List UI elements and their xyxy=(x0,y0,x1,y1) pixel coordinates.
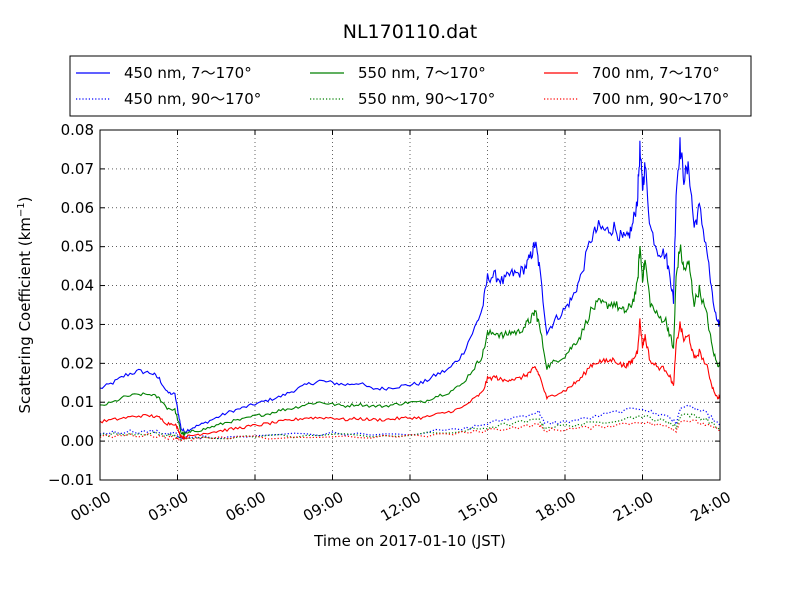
x-tick-label: 15:00 xyxy=(455,488,501,525)
y-tick-label: 0.00 xyxy=(61,432,94,450)
legend-label-0: 450 nm, 7～170° xyxy=(124,64,252,82)
x-tick-label: 03:00 xyxy=(145,488,191,525)
y-tick-label: 0.04 xyxy=(61,277,94,295)
x-tick-label: 24:00 xyxy=(688,488,734,525)
series-line-5 xyxy=(99,419,721,443)
x-tick-label: 06:00 xyxy=(223,488,269,525)
axis-ticks xyxy=(99,129,721,481)
legend-label-4: 700 nm, 7～170° xyxy=(592,64,720,82)
series-line-2 xyxy=(99,244,721,438)
y-tick-label: 0.08 xyxy=(61,121,94,139)
y-tick-label: 0.02 xyxy=(61,354,94,372)
legend-label-2: 550 nm, 7～170° xyxy=(358,64,486,82)
y-tick-label: 0.05 xyxy=(61,238,94,256)
chart-title: NL170110.dat xyxy=(343,21,478,43)
y-axis-label-superscript: −1 xyxy=(16,202,27,217)
y-tick-label: 0.07 xyxy=(61,160,94,178)
x-tick-label: 21:00 xyxy=(610,488,656,525)
legend-label-1: 450 nm, 90～170° xyxy=(124,90,261,108)
y-axis-label: Scattering Coefficient (km−1) xyxy=(16,196,34,413)
y-tick-label: −0.01 xyxy=(48,471,94,489)
x-tick-label: 00:00 xyxy=(68,488,114,525)
x-tick-label: 18:00 xyxy=(533,488,579,525)
x-axis-label: Time on 2017-01-10 (JST) xyxy=(313,532,506,550)
x-tick-label: 12:00 xyxy=(378,488,424,525)
series-line-4 xyxy=(99,318,721,441)
y-tick-labels: −0.01 0.00 0.01 0.02 0.03 0.04 0.05 0.06 0.07 0.0… xyxy=(48,121,94,489)
series-line-0 xyxy=(99,137,721,434)
y-tick-label: 0.01 xyxy=(61,393,94,411)
legend: 450 nm, 7～170° 450 nm, 90～170° 550 nm, 7～1… xyxy=(69,55,752,117)
legend-label-3: 550 nm, 90～170° xyxy=(358,90,495,108)
plot-series xyxy=(99,137,721,443)
y-tick-label: 0.06 xyxy=(61,199,94,217)
y-axis-label-main: Scattering Coefficient (km xyxy=(16,217,34,413)
y-axis-label-end: ) xyxy=(16,196,34,202)
x-tick-labels: 00:00 03:00 06:00 09:00 12:00 15:00 18:00 21:00… xyxy=(68,488,734,525)
y-tick-label: 0.03 xyxy=(61,315,94,333)
series-line-3 xyxy=(99,413,721,442)
series-line-1 xyxy=(99,404,721,442)
legend-box xyxy=(69,55,752,117)
legend-label-5: 700 nm, 90～170° xyxy=(592,90,729,108)
x-tick-label: 09:00 xyxy=(300,488,346,525)
